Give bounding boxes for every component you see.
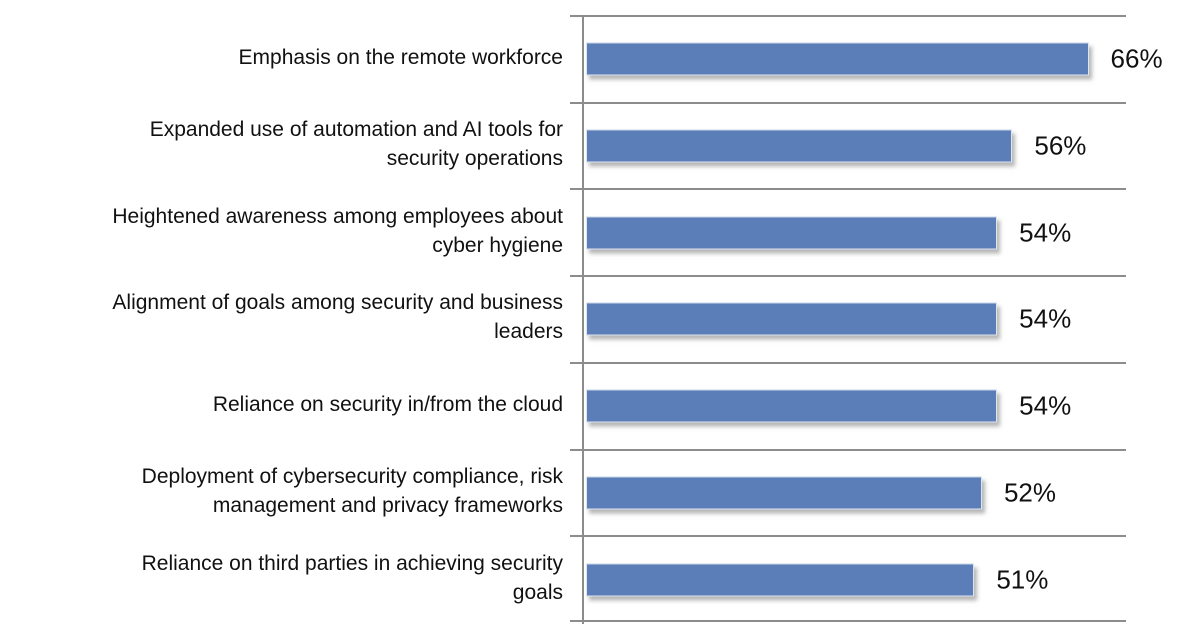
plot-cell: 56% (570, 101, 1126, 189)
bottom-gridline (570, 620, 1126, 622)
chart-row: Alignment of goals among security and bu… (0, 275, 1200, 362)
value-label: 54% (1019, 217, 1072, 248)
plot-cell: 66% (570, 15, 1163, 102)
category-label: Emphasis on the remote workforce (238, 45, 563, 69)
value-label: 66% (1110, 43, 1163, 74)
chart-row: Deployment of cybersecurity compliance, … (0, 448, 1200, 536)
bar (586, 476, 982, 510)
bar (586, 563, 975, 597)
chart-row: Expanded use of automation and AI tools … (0, 101, 1200, 189)
chart-row: Reliance on security in/from the cloud 5… (0, 361, 1200, 449)
plot-cell: 52% (570, 448, 1126, 536)
category-label: Expanded use of automation and AI tools … (149, 118, 563, 171)
bar (586, 216, 998, 250)
value-label: 54% (1019, 303, 1072, 334)
category-label: Deployment of cybersecurity compliance, … (141, 464, 563, 517)
plot-cell: 51% (570, 535, 1126, 622)
category-label: Alignment of goals among security and bu… (112, 291, 563, 344)
plot-cell: 54% (570, 275, 1126, 362)
value-label: 54% (1019, 390, 1072, 421)
chart-row: Reliance on third parties in achieving s… (0, 535, 1200, 622)
value-label: 51% (996, 564, 1049, 595)
chart-row: Emphasis on the remote workforce 66% (0, 15, 1200, 102)
bar (586, 302, 998, 336)
value-label: 52% (1003, 477, 1056, 508)
category-axis-line (582, 15, 584, 624)
bar (586, 129, 1013, 163)
category-label: Reliance on third parties in achieving s… (141, 551, 563, 604)
chart-rows: Emphasis on the remote workforce 66% Exp… (0, 15, 1200, 622)
chart-row: Heightened awareness among employees abo… (0, 188, 1200, 275)
plot-cell: 54% (570, 361, 1126, 449)
value-label: 56% (1034, 130, 1087, 161)
plot-cell: 54% (570, 188, 1126, 275)
category-label: Reliance on security in/from the cloud (212, 392, 563, 416)
category-label: Heightened awareness among employees abo… (112, 204, 563, 257)
bar (586, 389, 998, 423)
bar (586, 42, 1089, 76)
